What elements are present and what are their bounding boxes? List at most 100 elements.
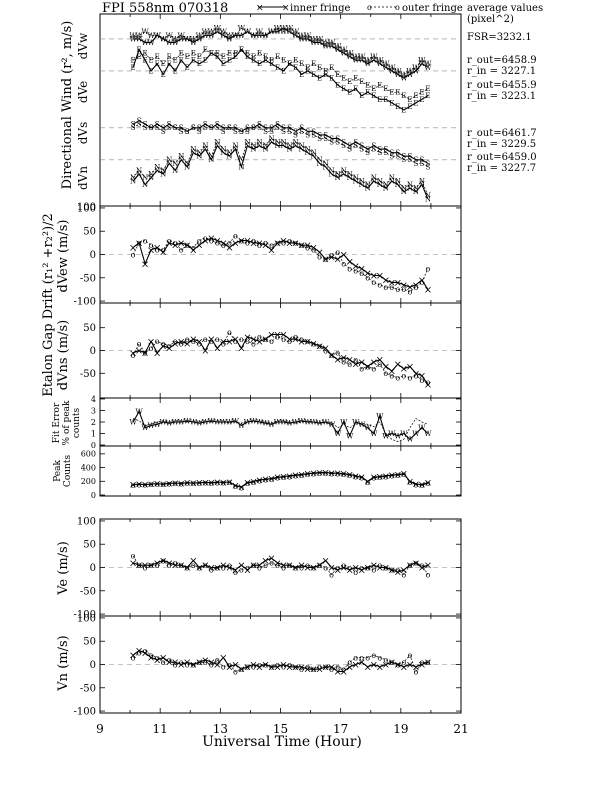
direction-inner-marker: N [256, 142, 262, 150]
inner-fringe-marker: × [261, 335, 269, 346]
direction-inner-marker: S [233, 124, 238, 132]
inner-fringe-marker: × [273, 330, 281, 341]
inner-fringe-marker: × [177, 337, 185, 348]
inner-fringe-marker: × [231, 481, 239, 492]
outer-fringe-marker: o [137, 340, 142, 349]
inner-fringe-marker: × [177, 479, 185, 490]
direction-outer-marker: N [323, 160, 329, 168]
inner-fringe-marker: × [315, 341, 323, 352]
inner-fringe-marker: × [334, 469, 342, 480]
direction-outer-marker: S [353, 142, 358, 150]
outer-fringe-marker: o [347, 264, 352, 273]
direction-inner-line [132, 141, 429, 200]
direction-inner-marker: W [310, 39, 318, 47]
direction-outer-marker: N [208, 153, 214, 161]
outer-fringe-marker: o [425, 378, 430, 387]
inner-fringe-marker: × [183, 339, 191, 350]
inner-fringe-marker: × [303, 665, 311, 676]
inner-fringe-marker: × [346, 470, 354, 481]
direction-outer-marker: E [215, 50, 220, 58]
inner-fringe-marker: × [382, 563, 390, 574]
inner-fringe-marker: × [412, 558, 420, 569]
direction-outer-marker: W [376, 57, 384, 65]
inner-fringe-marker: × [321, 344, 329, 355]
direction-outer-marker: W [292, 28, 300, 36]
direction-outer-marker: S [281, 128, 286, 136]
y-tick-label: -50 [80, 683, 96, 694]
panel-fit-error: 01234WWWWWWWWWWWWWWWWWWWWWWWWWWWWWWWWWWW… [91, 395, 462, 450]
direction-outer-marker: S [173, 124, 178, 132]
outer-fringe-marker: o [389, 283, 394, 292]
direction-inner-marker: W [220, 32, 228, 40]
direction-outer-marker: N [371, 174, 377, 182]
inner-fringe-marker: × [315, 248, 323, 259]
avg-title: average values [467, 3, 543, 14]
direction-outer-marker: N [184, 160, 190, 168]
inner-fringe-marker: × [225, 337, 233, 348]
inner-fringe-marker: × [297, 337, 305, 348]
direction-outer-marker: S [137, 121, 142, 129]
inner-fringe-marker: × [219, 653, 227, 664]
outer-fringe-marker: o [377, 653, 382, 662]
inner-fringe-marker: × [382, 471, 390, 482]
direction-outer-marker: W [268, 28, 276, 36]
direction-outer-marker: S [257, 124, 262, 132]
inner-fringe-marker: × [195, 337, 203, 348]
inner-fringe-marker: × [183, 658, 191, 669]
fit-error-marker: W [298, 417, 306, 425]
direction-outer-marker: S [143, 124, 148, 132]
outer-fringe-marker: o [149, 241, 154, 250]
inner-fringe-marker: × [171, 339, 179, 350]
direction-outer-marker: N [401, 185, 407, 193]
direction-outer-marker: E [227, 50, 232, 58]
fit-error-marker: W [280, 418, 288, 426]
direction-outer-marker: N [419, 178, 425, 186]
outer-fringe-marker: o [257, 563, 262, 572]
direction-outer-marker: W [184, 35, 192, 43]
direction-inner-marker: S [347, 142, 352, 150]
fit-error-marker: W [268, 421, 276, 429]
outer-fringe-marker: o [209, 479, 214, 488]
direction-outer-marker: N [166, 156, 172, 164]
outer-fringe-marker: o [287, 236, 292, 245]
outer-fringe-marker: o [413, 481, 418, 490]
direction-outer-marker: E [293, 57, 298, 65]
direction-outer-marker: W [178, 32, 186, 40]
direction-inner-marker: S [359, 142, 364, 150]
direction-inner-marker: N [341, 170, 347, 178]
outer-fringe-marker: o [143, 563, 148, 572]
inner-fringe-marker: × [141, 259, 149, 270]
outer-fringe-marker: o [401, 470, 406, 479]
outer-fringe-marker: o [419, 278, 424, 287]
fit-error-marker: W [358, 421, 366, 429]
direction-outer-marker: E [275, 53, 280, 61]
direction-inner-marker: E [197, 60, 202, 68]
inner-fringe-marker: × [267, 330, 275, 341]
outer-fringe-marker: o [425, 479, 430, 488]
direction-inner-marker: W [135, 35, 143, 43]
outer-fringe-marker: o [137, 481, 142, 490]
direction-outer-marker: N [341, 167, 347, 175]
inner-fringe-marker: × [412, 480, 420, 491]
inner-fringe-marker: × [225, 563, 233, 574]
outer-fringe-marker: o [329, 250, 334, 259]
x-axis-label: Universal Time (Hour) [202, 734, 362, 750]
outer-fringe-marker: o [143, 481, 148, 490]
direction-inner-marker: W [376, 60, 384, 68]
direction-inner-marker: N [226, 153, 232, 161]
direction-inner-marker: E [143, 57, 148, 65]
outer-fringe-marker: o [239, 483, 244, 492]
direction-inner-marker: W [202, 32, 210, 40]
direction-inner-marker: E [209, 50, 214, 58]
inner-fringe-line [132, 557, 429, 573]
outer-fringe-marker: o [245, 337, 250, 346]
inner-fringe-marker: × [315, 561, 323, 572]
direction-outer-marker: E [401, 92, 406, 100]
fit-error-marker: W [190, 418, 198, 426]
direction-inner-marker: E [263, 57, 268, 65]
outer-fringe-marker: o [419, 658, 424, 667]
direction-outer-marker: N [130, 174, 136, 182]
direction-inner-marker: S [209, 124, 214, 132]
direction-outer-marker: S [233, 128, 238, 136]
